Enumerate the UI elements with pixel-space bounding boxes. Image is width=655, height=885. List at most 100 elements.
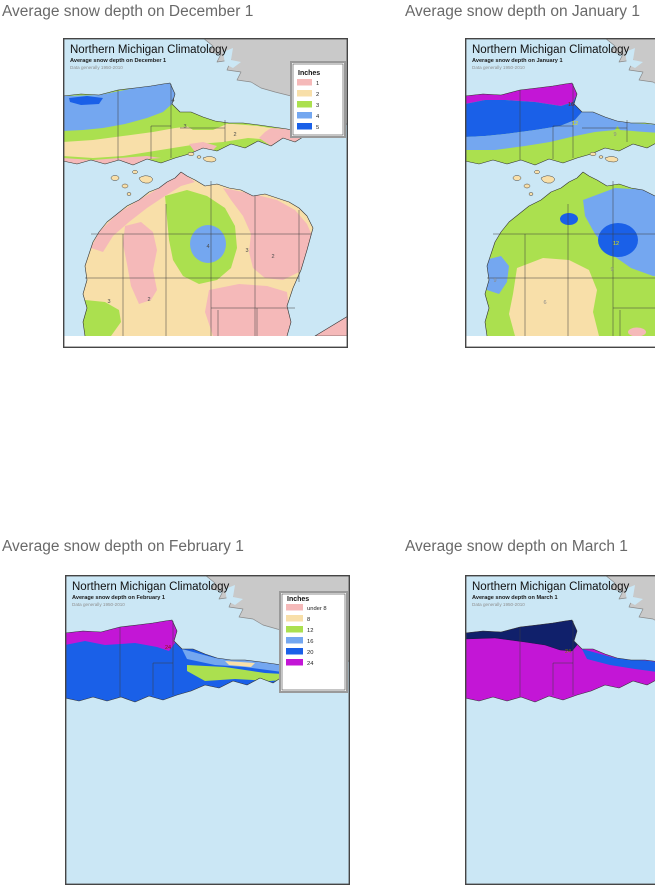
legend-label: 16 <box>307 639 313 645</box>
legend-swatch <box>286 626 303 633</box>
map-border <box>63 38 348 348</box>
december-map: 4 3 2 4 3 2 2 3 Northern Michigan Climat… <box>63 38 348 348</box>
contour-label: 9 <box>493 278 496 284</box>
contour-label: 2 <box>233 132 236 138</box>
contour-label: 3 <box>183 124 186 130</box>
channel-notch <box>225 585 243 605</box>
map-header: Northern Michigan Climatology Average sn… <box>70 44 227 70</box>
contour-region-16in <box>465 83 577 106</box>
map-heading: Northern Michigan Climatology <box>72 581 229 593</box>
legend-swatch <box>286 659 303 666</box>
contour-region-3in-east <box>180 112 229 130</box>
legend-label: under 8 <box>307 606 327 612</box>
contour-label: 24 <box>165 645 171 651</box>
contour-region-12in-spot <box>560 213 578 225</box>
map-subtitle: Average snow depth on March 1 <box>472 595 558 601</box>
legend-swatch <box>286 648 303 655</box>
map-header: Northern Michigan Climatology Average sn… <box>72 581 229 607</box>
figure-title-march: Average snow depth on March 1 <box>405 538 628 555</box>
contour-region-4in <box>63 83 175 131</box>
legend-swatch <box>297 90 312 97</box>
lp-coastline <box>82 171 314 337</box>
contour-region-1in-south <box>63 156 161 165</box>
contour-region-1in-se <box>205 284 291 336</box>
legend-label: 8 <box>307 617 310 623</box>
map-heading: Northern Michigan Climatology <box>472 581 629 593</box>
contour-label: 6 <box>543 300 546 306</box>
legend-label: 2 <box>316 92 319 98</box>
contour-label: 24 <box>565 649 571 655</box>
contour-label: 12 <box>613 241 619 247</box>
legend-title: Inches <box>287 596 309 603</box>
legend-swatch <box>297 112 312 119</box>
legend-label: 4 <box>316 114 320 120</box>
legend-box-inner <box>292 63 344 136</box>
contour-region-5in <box>69 96 103 105</box>
contour-labels: 4 3 2 4 3 2 2 3 <box>107 98 274 305</box>
islands <box>512 151 619 196</box>
contour-region-2in <box>63 124 300 158</box>
contour-labels: 24 <box>165 645 171 651</box>
contour-region-12in-core <box>598 223 638 257</box>
contour-label: 3 <box>245 248 248 254</box>
legend-label: 1 <box>316 81 319 87</box>
february-map: 24 Northern Michigan Climatology Average… <box>65 575 350 885</box>
contour-label: 9 <box>613 132 616 138</box>
legend-label: 12 <box>307 628 313 634</box>
contour-label: 4 <box>206 244 209 250</box>
contour-region-4in-core <box>190 225 226 263</box>
legend-swatch <box>286 604 303 611</box>
channel-notch <box>625 48 643 68</box>
legend-swatch <box>286 615 303 622</box>
contour-label: 3 <box>107 299 110 305</box>
map-border <box>465 38 655 348</box>
map-subtitle: Average snow depth on February 1 <box>72 595 165 601</box>
county-boundaries <box>85 84 311 336</box>
contour-region-9in-west <box>485 256 509 294</box>
islands <box>110 151 217 196</box>
contour-region-9in-east <box>605 117 655 137</box>
figure-title-january: Average snow depth on January 1 <box>405 3 640 20</box>
map-source: Data generally 1950-2010 <box>472 65 525 70</box>
contour-labels: 16 12 9 12 9 9 6 <box>493 102 619 306</box>
contour-label: 12 <box>572 121 578 127</box>
channel-notch <box>625 585 643 605</box>
legend-label: 3 <box>316 103 319 109</box>
contour-label: 9 <box>610 267 613 273</box>
contour-label: 4 <box>171 98 174 104</box>
county-boundaries <box>487 84 655 336</box>
contour-region-1in-midwest <box>123 222 157 304</box>
march-map: 24 Northern Michigan Climatology Average… <box>465 575 655 885</box>
contour-region-9in <box>465 112 620 150</box>
legend-label: 5 <box>316 125 319 131</box>
legend-swatch <box>297 79 312 86</box>
legend-swatch <box>286 637 303 644</box>
bottom-margin-strip <box>466 336 655 347</box>
map-heading: Northern Michigan Climatology <box>70 44 227 56</box>
legend: Inches under 8 8 12 16 20 24 <box>279 591 348 693</box>
contour-region-3in-sw <box>83 300 121 336</box>
legend-title: Inches <box>298 70 320 77</box>
contour-region-tan-south <box>509 258 599 336</box>
legend-swatch <box>297 123 312 130</box>
contour-region-24in <box>65 620 177 651</box>
no-data-region <box>604 575 655 621</box>
map-header: Northern Michigan Climatology Average sn… <box>472 44 629 70</box>
figure-title-december: Average snow depth on December 1 <box>2 3 254 20</box>
legend: Inches 1 2 3 4 5 <box>290 61 346 138</box>
january-map: 16 12 9 12 9 9 6 Northern Michigan Clima… <box>465 38 655 348</box>
contour-label: 16 <box>568 102 574 108</box>
map-subtitle: Average snow depth on January 1 <box>472 58 563 64</box>
bottom-margin-strip <box>64 336 347 347</box>
figure-title-february: Average snow depth on February 1 <box>2 538 244 555</box>
no-data-region <box>604 38 655 84</box>
map-subtitle: Average snow depth on December 1 <box>70 58 166 64</box>
legend-swatch <box>297 101 312 108</box>
contour-label: 2 <box>271 254 274 260</box>
map-source: Data generally 1950-2010 <box>70 65 123 70</box>
contour-label: 2 <box>147 297 150 303</box>
up-coastline <box>465 82 655 166</box>
contour-region-1in-nw <box>91 172 195 252</box>
map-heading: Northern Michigan Climatology <box>472 44 629 56</box>
map-source: Data generally 1950-2010 <box>472 602 525 607</box>
